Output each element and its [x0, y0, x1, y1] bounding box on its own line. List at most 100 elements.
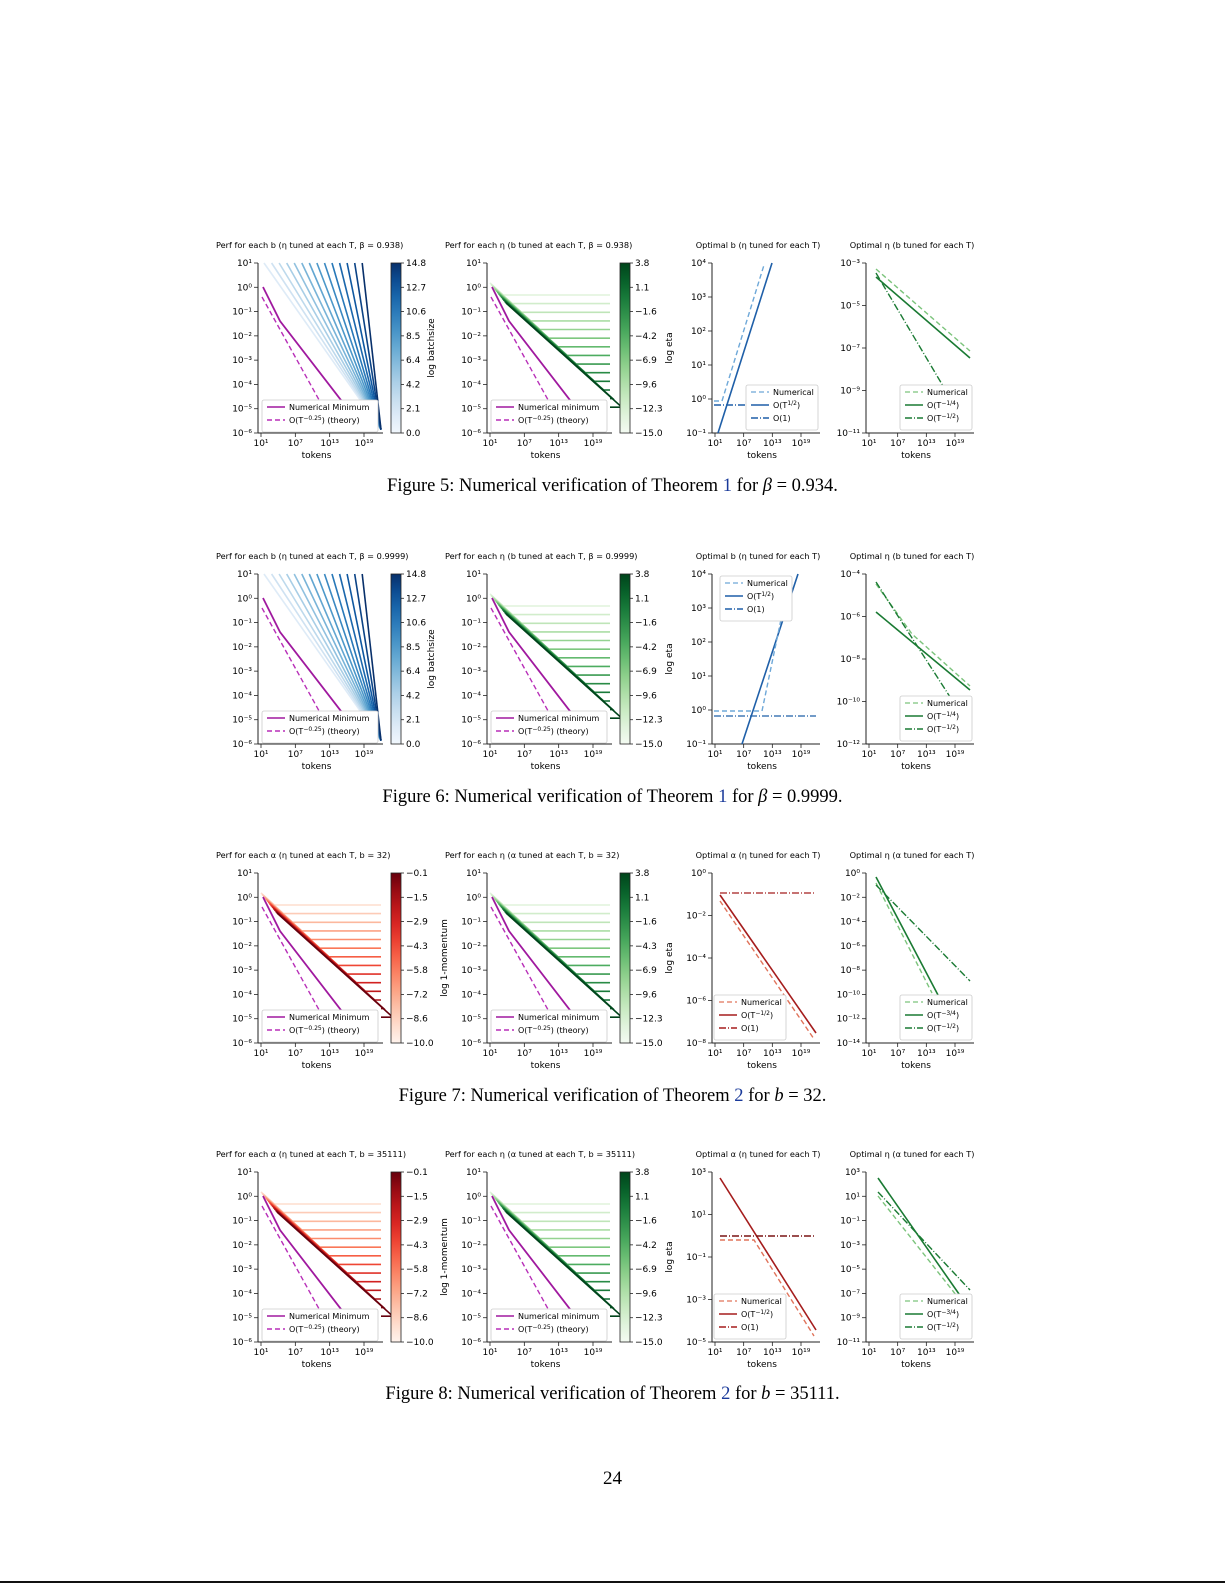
- colorbar-tick-label: 3.8: [635, 1168, 650, 1178]
- y-tick-label: 10⁻²: [232, 332, 252, 342]
- legend-box: [899, 1293, 973, 1340]
- y-tick-label: 10⁻⁵: [232, 716, 252, 726]
- caption-text: for: [730, 1384, 762, 1404]
- caption-value: = 35111.: [770, 1384, 840, 1404]
- y-tick-label: 10⁻¹: [686, 1253, 706, 1263]
- y-tick-label: 10¹: [466, 570, 481, 580]
- y-tick-label: 10⁻⁹: [840, 387, 860, 397]
- y-tick-label: 10¹: [237, 1168, 252, 1178]
- colorbar: [619, 262, 631, 434]
- y-tick-label: 10⁻⁴: [461, 990, 481, 1000]
- y-tick-label: 10⁻¹: [840, 1217, 860, 1227]
- panel-title: Perf for each η (b tuned at each T, β = …: [445, 551, 637, 561]
- x-tick-label: 10¹⁹: [792, 439, 811, 449]
- x-tick-label: 10¹: [707, 750, 722, 760]
- x-tick-label: 10¹⁹: [792, 1049, 811, 1059]
- legend-label: Numerical minimum: [518, 1013, 600, 1022]
- x-axis-label: tokens: [531, 762, 561, 772]
- panel-title: Optimal b (η tuned for each T): [696, 551, 821, 561]
- x-tick-label: 10¹³: [320, 1348, 339, 1358]
- series-line: [262, 1194, 381, 1223]
- x-tick-label: 10¹³: [549, 1049, 568, 1059]
- legend-box: [899, 994, 973, 1041]
- legend-label: Numerical: [741, 998, 782, 1007]
- legend-label: O(T1/2): [773, 400, 800, 410]
- theorem-link[interactable]: 1: [722, 476, 732, 496]
- legend-label: Numerical: [927, 1297, 968, 1306]
- theorem-link[interactable]: 2: [721, 1384, 731, 1404]
- x-tick-label: 10¹⁹: [946, 1049, 965, 1059]
- colorbar-tick-label: −2.9: [406, 918, 428, 928]
- colorbar-tick-label: −1.5: [406, 893, 428, 903]
- y-tick-label: 10³: [691, 604, 706, 614]
- y-tick-label: 10⁻¹: [232, 918, 252, 928]
- y-tick-label: 10¹: [845, 1192, 860, 1202]
- y-tick-label: 10⁰: [466, 893, 481, 903]
- legend-label: O(T−3/4): [927, 1010, 959, 1020]
- x-tick-label: 10⁷: [288, 1049, 303, 1059]
- y-tick-label: 10⁰: [466, 1192, 481, 1202]
- y-tick-label: 10⁻²: [461, 332, 481, 342]
- colorbar-tick-label: −9.6: [635, 990, 657, 1000]
- x-tick-label: 10⁷: [736, 750, 751, 760]
- series-line: [489, 892, 610, 906]
- colorbar-tick-label: −7.2: [406, 990, 428, 1000]
- caption-value: = 32.: [783, 1086, 827, 1106]
- figure-7: 10¹ 10⁰ 10⁻¹ 10⁻² 10⁻³ 10⁻⁴ 10⁻⁵ 10⁻⁶ 10¹ 10⁷ 10¹³…: [0, 846, 1225, 1076]
- series-line: [877, 1191, 971, 1291]
- theorem-link[interactable]: 1: [718, 787, 728, 807]
- y-tick-label: 10⁻⁵: [461, 405, 481, 415]
- y-tick-label: 10³: [845, 1168, 860, 1178]
- x-tick-label: 10¹: [707, 1348, 722, 1358]
- figure-5: 10¹ 10⁰ 10⁻¹ 10⁻² 10⁻³ 10⁻⁴ 10⁻⁵ 10⁻⁶ 10¹ 10⁷ 10¹³…: [0, 236, 1225, 466]
- y-axis-label: log eta: [665, 1241, 675, 1272]
- series-line: [875, 268, 971, 352]
- colorbar: [390, 262, 402, 434]
- series-line: [266, 1199, 381, 1248]
- series-line: [719, 894, 817, 1034]
- y-tick-label: 10⁰: [691, 869, 706, 879]
- x-tick-label: 10¹⁹: [355, 750, 374, 760]
- legend-label: O(T−0.25) (theory): [518, 1025, 589, 1035]
- theorem-link[interactable]: 2: [734, 1086, 744, 1106]
- colorbar-tick-label: −12.3: [635, 1314, 663, 1324]
- y-tick-label: 10³: [691, 293, 706, 303]
- legend-label: O(T−0.25) (theory): [518, 726, 589, 736]
- colorbar-tick-label: −6.9: [635, 356, 657, 366]
- panel-title: Optimal b (η tuned for each T): [696, 240, 821, 250]
- series-line: [260, 1191, 381, 1205]
- x-tick-label: 10¹⁹: [946, 750, 965, 760]
- y-tick-label: 10⁻¹: [461, 1217, 481, 1227]
- y-tick-label: 10⁻²: [232, 1241, 252, 1251]
- legend-box: [713, 1293, 787, 1340]
- legend-label: O(T−0.25) (theory): [289, 1025, 360, 1035]
- series-line: [719, 900, 815, 1040]
- x-tick-label: 10¹: [861, 1049, 876, 1059]
- legend-label: O(T−0.25) (theory): [518, 415, 589, 425]
- legend-box: [261, 1009, 379, 1043]
- legend-label: Numerical: [741, 1297, 782, 1306]
- x-tick-label: 10⁷: [517, 439, 532, 449]
- y-tick-label: 10⁻¹: [461, 308, 481, 318]
- x-tick-label: 10⁷: [517, 750, 532, 760]
- y-tick-label: 10⁻⁶: [461, 429, 481, 439]
- theory-line: [490, 607, 566, 741]
- colorbar-tick-label: 12.7: [406, 283, 426, 293]
- legend-box: [899, 384, 973, 431]
- y-tick-label: 10⁻¹²: [837, 1015, 861, 1025]
- y-axis-label: log 1-momentum: [440, 919, 450, 997]
- legend-label: O(T−3/4): [927, 1309, 959, 1319]
- legend-label: O(T−1/2): [741, 1309, 773, 1319]
- caption-variable: b: [761, 1384, 771, 1404]
- x-tick-label: 10⁷: [288, 439, 303, 449]
- theory-line: [490, 296, 566, 430]
- y-tick-label: 10⁻¹: [461, 619, 481, 629]
- y-tick-label: 10⁻³: [461, 966, 481, 976]
- x-tick-label: 10⁷: [890, 1348, 905, 1358]
- legend-label: O(T−1/2): [741, 1010, 773, 1020]
- x-tick-label: 10¹³: [763, 439, 782, 449]
- colorbar-tick-label: −15.0: [635, 1338, 663, 1348]
